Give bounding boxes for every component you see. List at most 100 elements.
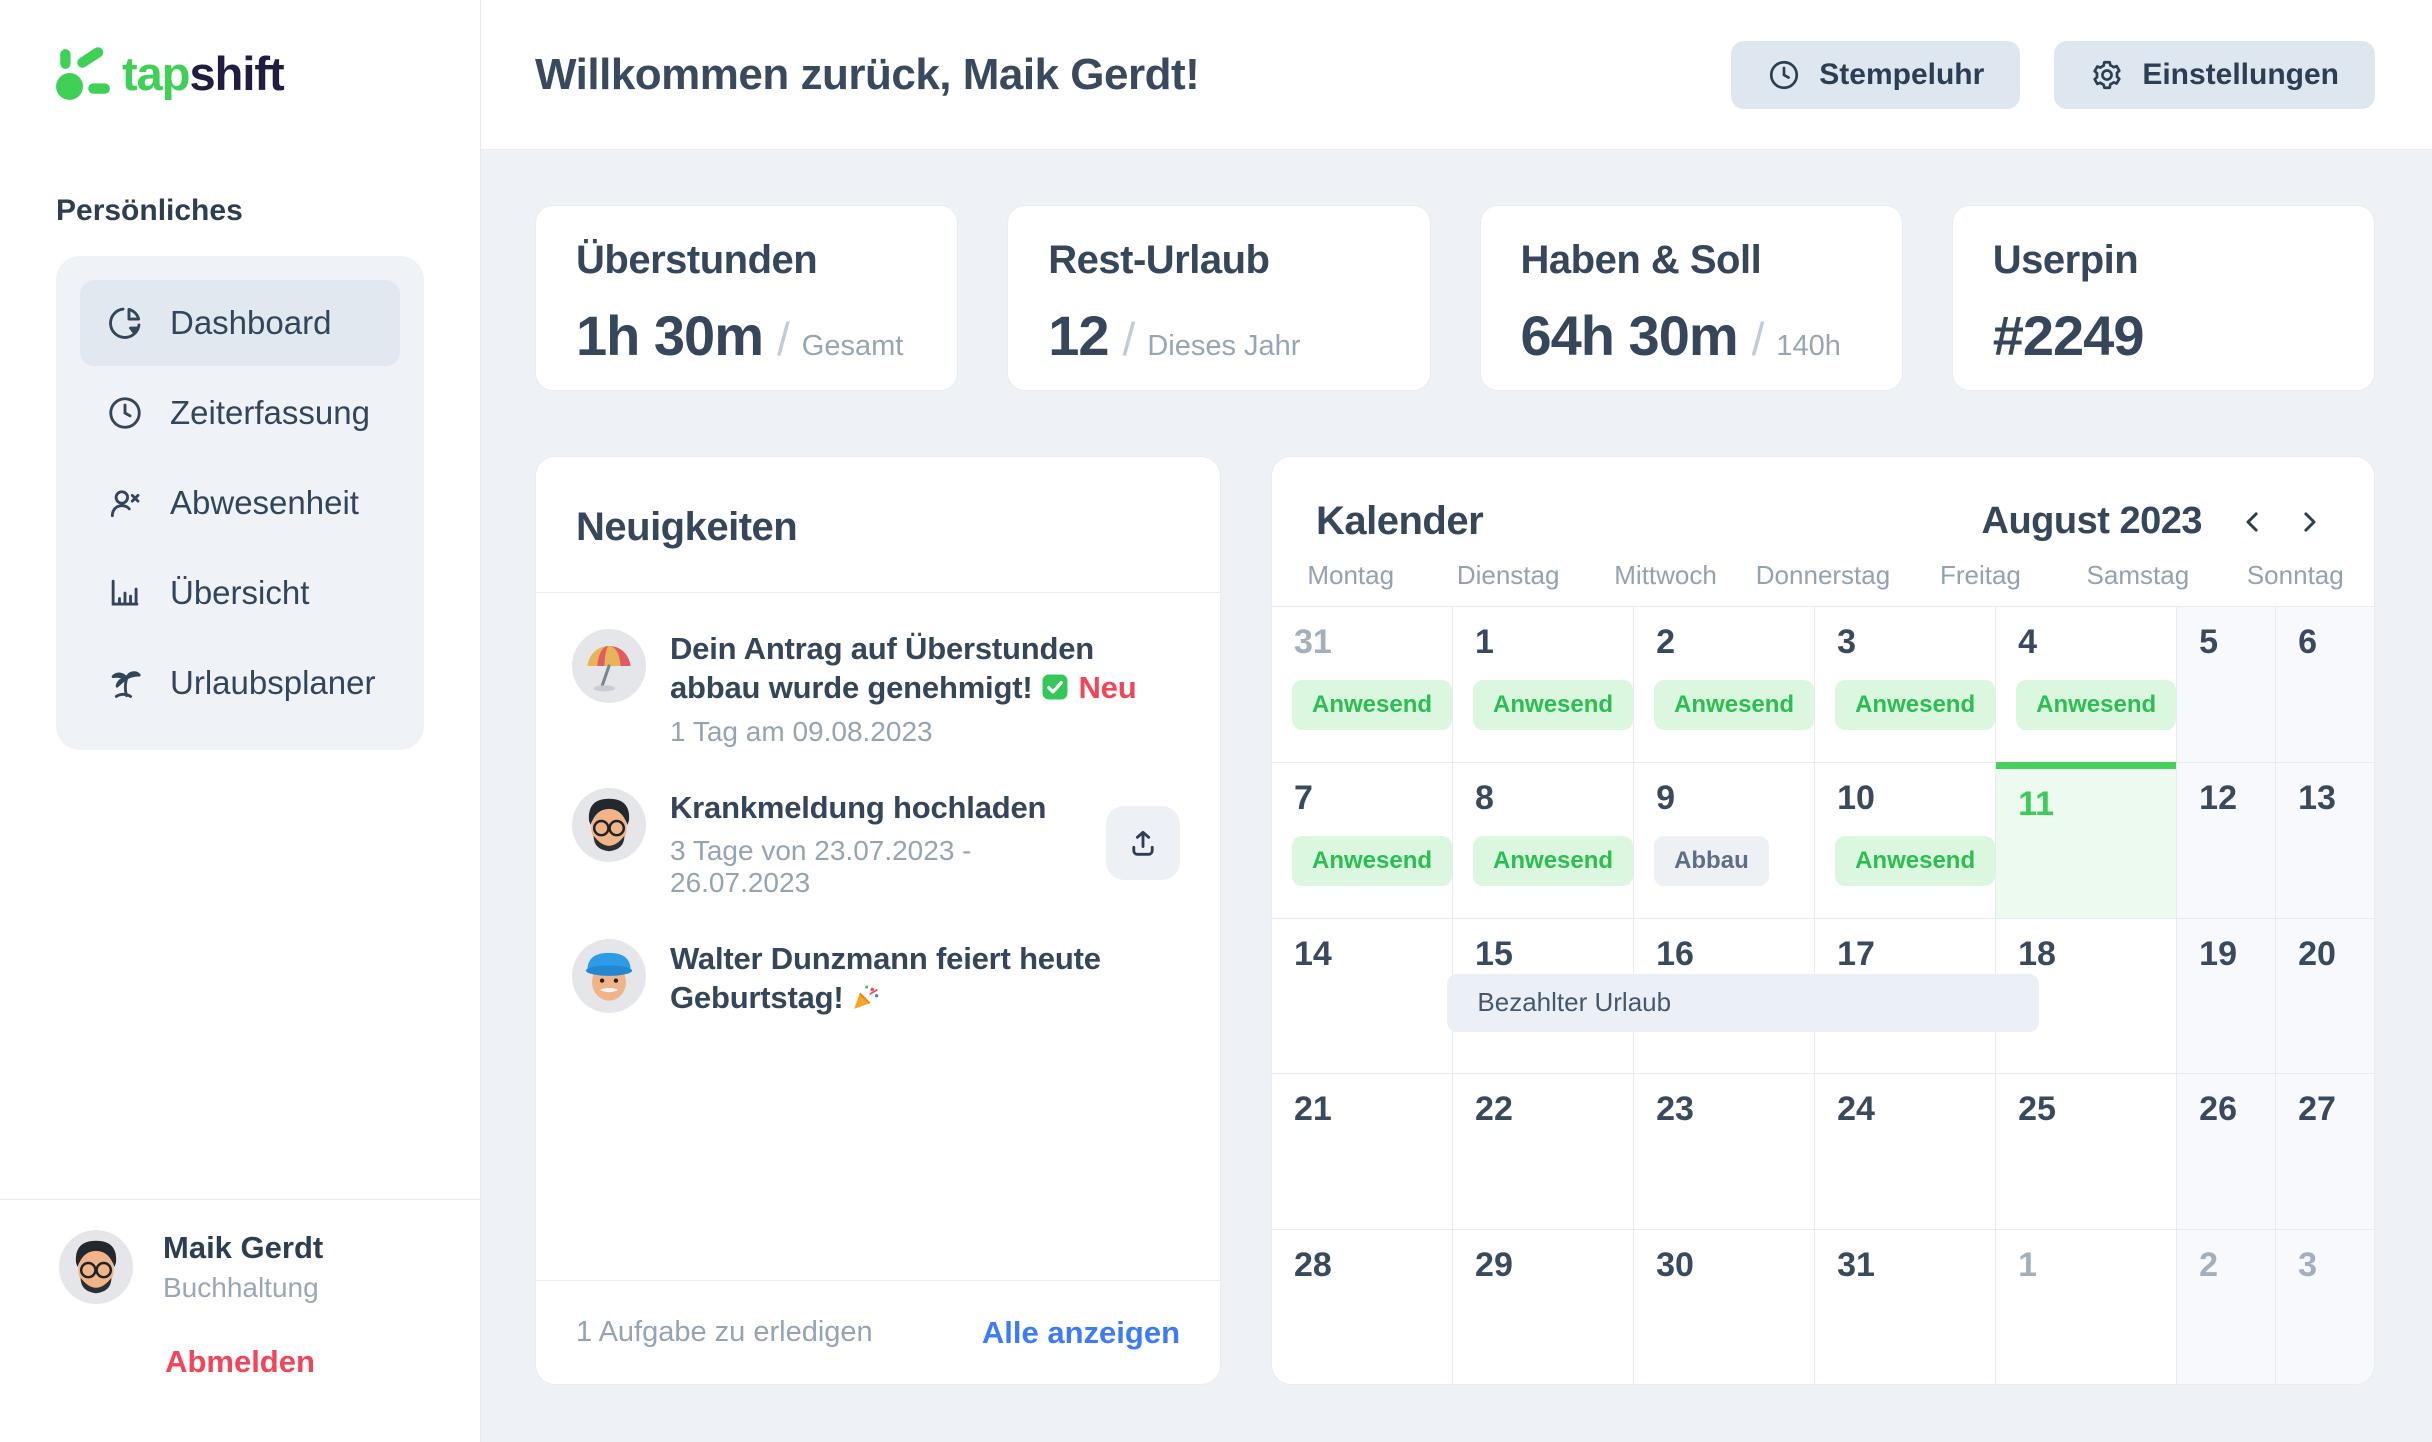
calendar-day[interactable]: 3 Anwesend — [1814, 607, 1996, 763]
news-item: Dein Antrag auf Überstunden abbau wurde … — [572, 629, 1180, 748]
stat-card-4: Userpin #2249 — [1951, 205, 2375, 391]
news-avatar-umbrella — [572, 629, 646, 703]
sidebar-item-label: Übersicht — [170, 574, 310, 611]
news-footer: 1 Aufgabe zu erledigen Alle anzeigen — [536, 1280, 1220, 1384]
weekday-header: Montag Dienstag Mittwoch Donnerstag Freitag S… — [1272, 560, 2374, 606]
calendar-day[interactable]: 28 — [1272, 1228, 1453, 1384]
stempeluhr-button[interactable]: Stempeluhr — [1731, 40, 2021, 109]
chevron-right-icon — [2294, 507, 2324, 537]
user-name: Maik Gerdt — [163, 1230, 324, 1265]
calendar-day[interactable]: 5 — [2176, 607, 2276, 763]
calendar-day[interactable]: 3 — [2275, 1228, 2374, 1384]
calendar-day[interactable]: 13 — [2275, 762, 2374, 918]
logout-button[interactable]: Abmelden — [165, 1344, 315, 1379]
calendar-day[interactable]: 30 — [1633, 1228, 1815, 1384]
status-badge-present: Anwesend — [1292, 836, 1453, 887]
day-number: 13 — [2298, 779, 2336, 818]
status-badge-present: Anwesend — [1292, 680, 1453, 730]
stat-suffix: 140h — [1776, 330, 1841, 362]
day-number: 3 — [1837, 623, 1857, 661]
news-item-meta: 1 Tag am 09.08.2023 — [670, 715, 933, 747]
status-badge-reduction: Abbau — [1654, 836, 1769, 887]
calendar-day[interactable]: 23 — [1633, 1073, 1815, 1229]
stat-value: 64h 30m — [1520, 304, 1739, 367]
calendar-span-event[interactable]: Bezahlter Urlaub — [1447, 973, 2040, 1032]
calendar-day[interactable]: 26 — [2176, 1073, 2276, 1229]
day-number: 5 — [2199, 623, 2219, 661]
day-number: 21 — [1294, 1090, 1332, 1129]
news-item-title: Dein Antrag auf Überstunden abbau wurde … — [670, 631, 1137, 706]
stat-card-3: Haben & Soll 64h 30m/ 140h — [1479, 205, 1903, 391]
chevron-left-icon — [2238, 507, 2268, 537]
stat-value: #2249 — [1992, 304, 2145, 367]
calendar-day[interactable]: 8 Anwesend — [1452, 762, 1634, 918]
prev-month-button[interactable] — [2232, 501, 2274, 543]
sidebar-item-abwesenheit[interactable]: Abwesenheit — [80, 460, 400, 546]
stat-card-2: Rest-Urlaub 12/ Dieses Jahr — [1007, 205, 1431, 391]
day-number: 18 — [2018, 934, 2056, 973]
day-number: 11 — [2018, 785, 2055, 824]
calendar-day[interactable]: 4 Anwesend — [1995, 607, 2177, 763]
calendar-day[interactable]: 1 Anwesend — [1452, 607, 1634, 763]
weekday-label: Montag — [1307, 560, 1395, 590]
day-number: 10 — [1837, 779, 1875, 818]
user-profile[interactable]: Maik Gerdt Buchhaltung — [59, 1230, 480, 1304]
sidebar-item-dashboard[interactable]: Dashboard — [80, 280, 400, 366]
calendar-day[interactable]: 6 — [2275, 607, 2374, 763]
sidebar-item-label: Urlaubsplaner — [170, 664, 376, 701]
next-month-button[interactable] — [2288, 501, 2330, 543]
calendar-day[interactable]: 31 Anwesend — [1272, 607, 1453, 762]
sidebar-item-zeiterfassung[interactable]: Zeiterfassung — [80, 370, 400, 456]
tasks-count: 1 Aufgabe zu erledigen — [576, 1316, 873, 1348]
status-badge-present: Anwesend — [1835, 680, 1996, 730]
calendar-day[interactable]: 31 — [1814, 1228, 1996, 1384]
content: Überstunden 1h 30m / Gesamt Rest-Urlaub 12/Di… — [481, 150, 2432, 1442]
check-icon — [1040, 672, 1070, 702]
calendar-day[interactable]: 20 — [2275, 917, 2374, 1074]
calendar-day[interactable]: 25 — [1995, 1073, 2177, 1229]
news-panel: Neuigkeiten Dein Antrag auf Überstunden … — [535, 456, 1221, 1385]
day-number: 30 — [1656, 1245, 1694, 1284]
calendar-day[interactable]: 12 — [2176, 762, 2276, 918]
calendar-day[interactable]: 7 Anwesend — [1272, 762, 1453, 917]
day-number: 16 — [1656, 934, 1694, 973]
calendar-day[interactable]: 22 — [1452, 1073, 1634, 1229]
calendar-day-today[interactable]: 11 — [1995, 762, 2177, 918]
calendar-day[interactable]: 16 — [1633, 917, 1815, 1074]
day-number: 12 — [2199, 779, 2237, 818]
calendar-day[interactable]: 2 Anwesend — [1633, 607, 1815, 763]
day-number: 2 — [2199, 1245, 2219, 1284]
sidebar-item-übersicht[interactable]: Übersicht — [80, 550, 400, 636]
sidebar: tapshift Persönliches Dashboard Zeiterfas… — [0, 0, 481, 1442]
calendar-day[interactable]: 14 — [1272, 917, 1453, 1073]
calendar-day[interactable]: 21 — [1272, 1073, 1453, 1228]
calendar-day[interactable]: 29 — [1452, 1228, 1634, 1384]
calendar-day[interactable]: 24 — [1814, 1073, 1996, 1229]
einstellungen-button[interactable]: Einstellungen — [2054, 40, 2375, 109]
news-avatar-man-hat — [572, 939, 646, 1014]
calendar-day[interactable]: 27 — [2275, 1073, 2374, 1229]
day-number: 1 — [2018, 1245, 2038, 1284]
stat-title: Rest-Urlaub — [1048, 238, 1270, 282]
brand-logo: tapshift — [54, 44, 480, 102]
stat-slash: / — [1751, 313, 1765, 365]
sidebar-item-urlaubsplaner[interactable]: Urlaubsplaner — [80, 640, 400, 726]
calendar-day[interactable]: 2 — [2176, 1228, 2276, 1384]
day-number: 9 — [1656, 779, 1675, 818]
status-badge-present: Anwesend — [1473, 680, 1634, 730]
news-item: Krankmeldung hochladen 3 Tage von 23.07.2… — [572, 787, 1180, 899]
user-role: Buchhaltung — [163, 1272, 319, 1303]
calendar-day[interactable]: 10 Anwesend — [1814, 762, 1996, 918]
sidebar-item-label: Abwesenheit — [170, 484, 359, 521]
day-number: 25 — [2018, 1090, 2056, 1129]
day-number: 22 — [1475, 1090, 1513, 1129]
day-number: 15 — [1475, 934, 1513, 973]
news-item-meta: 3 Tage von 23.07.2023 - 26.07.2023 — [670, 835, 972, 899]
calendar-day[interactable]: 1 — [1995, 1228, 2177, 1384]
show-all-link[interactable]: Alle anzeigen — [981, 1314, 1180, 1350]
upload-button[interactable] — [1106, 806, 1180, 881]
weekday-label: Donnerstag — [1755, 560, 1891, 590]
calendar-day[interactable]: 19 — [2176, 917, 2276, 1074]
calendar-day[interactable]: 9 Abbau — [1633, 762, 1815, 918]
day-number: 24 — [1837, 1090, 1875, 1129]
